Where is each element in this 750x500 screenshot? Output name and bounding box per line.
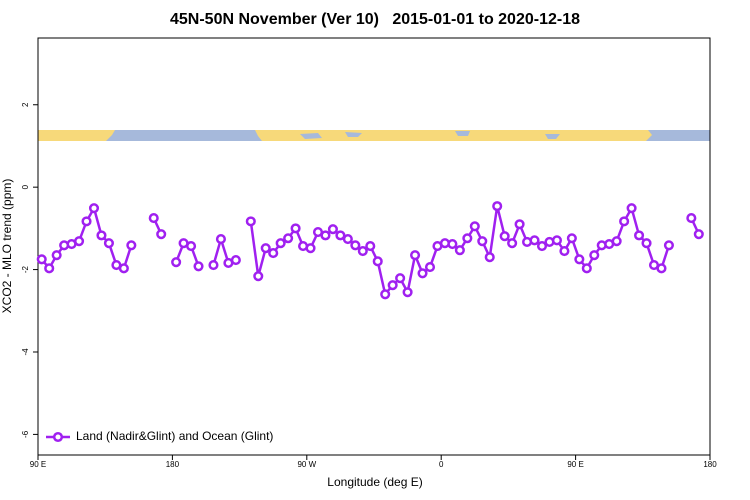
x-tick-label: 0 — [439, 460, 444, 469]
point — [327, 224, 338, 235]
point — [253, 271, 264, 282]
point — [74, 236, 85, 247]
point — [469, 221, 480, 232]
point — [103, 238, 114, 249]
point — [51, 250, 62, 261]
point — [454, 245, 465, 256]
point — [484, 252, 495, 263]
point — [686, 213, 697, 224]
point — [230, 255, 241, 266]
point — [305, 243, 316, 254]
point — [335, 230, 346, 241]
point — [663, 240, 674, 251]
x-tick-label: 90 E — [567, 460, 583, 469]
plot-frame — [37, 37, 711, 456]
point — [387, 280, 398, 291]
x-tick-label: 180 — [166, 460, 180, 469]
point — [410, 250, 421, 261]
point — [186, 241, 197, 252]
point — [44, 263, 55, 274]
point — [290, 223, 301, 234]
point — [357, 245, 368, 257]
point — [634, 230, 645, 241]
x-tick-label: 90 E — [30, 460, 46, 469]
point — [342, 234, 353, 245]
point — [365, 241, 376, 252]
point — [126, 240, 137, 251]
point — [395, 273, 406, 284]
point — [529, 235, 540, 246]
point — [574, 254, 585, 265]
point — [626, 203, 637, 214]
point — [611, 236, 622, 247]
point — [492, 201, 503, 212]
y-tick-label: -6 — [21, 430, 30, 438]
point — [462, 233, 473, 244]
point — [499, 231, 510, 242]
point — [507, 238, 518, 249]
point — [118, 263, 129, 274]
point — [208, 259, 219, 271]
x-axis-label: Longitude (deg E) — [327, 475, 422, 489]
point — [171, 257, 182, 268]
point — [536, 241, 548, 252]
point — [96, 230, 107, 241]
point — [447, 238, 458, 250]
y-tick-label: -4 — [21, 348, 30, 356]
point — [402, 287, 413, 298]
chart-title: 45N-50N November (Ver 10) 2015-01-01 to … — [170, 11, 580, 28]
point — [514, 219, 525, 230]
point — [566, 233, 577, 244]
point — [641, 238, 652, 249]
point — [477, 236, 488, 247]
point — [559, 245, 570, 257]
point — [215, 234, 226, 245]
point — [268, 248, 279, 259]
point — [372, 256, 383, 267]
point — [551, 235, 562, 246]
point — [275, 238, 286, 249]
legend-swatch-marker — [52, 431, 64, 443]
point — [350, 240, 361, 251]
point — [36, 254, 47, 265]
point — [156, 229, 167, 240]
point — [424, 262, 436, 273]
point — [88, 203, 100, 214]
point — [260, 243, 271, 254]
y-axis-label: XCO2 - MLO trend (ppm) — [0, 179, 14, 314]
point — [283, 233, 294, 244]
y-tick-label: -2 — [21, 265, 30, 273]
point — [380, 289, 391, 300]
map-strip — [38, 130, 710, 141]
point — [320, 230, 331, 241]
point — [581, 263, 592, 274]
point — [589, 250, 600, 261]
point — [193, 261, 204, 272]
point — [417, 268, 428, 279]
point — [81, 216, 92, 227]
x-tick-label: 180 — [703, 460, 717, 469]
point — [656, 263, 667, 274]
point — [693, 229, 704, 240]
point — [245, 216, 256, 227]
legend-label: Land (Nadir&Glint) and Ocean (Glint) — [76, 429, 273, 443]
y-tick-label: 2 — [21, 102, 30, 107]
y-tick-label: 0 — [21, 184, 30, 189]
x-tick-label: 90 W — [297, 460, 316, 469]
point — [148, 213, 159, 224]
point — [619, 216, 630, 227]
